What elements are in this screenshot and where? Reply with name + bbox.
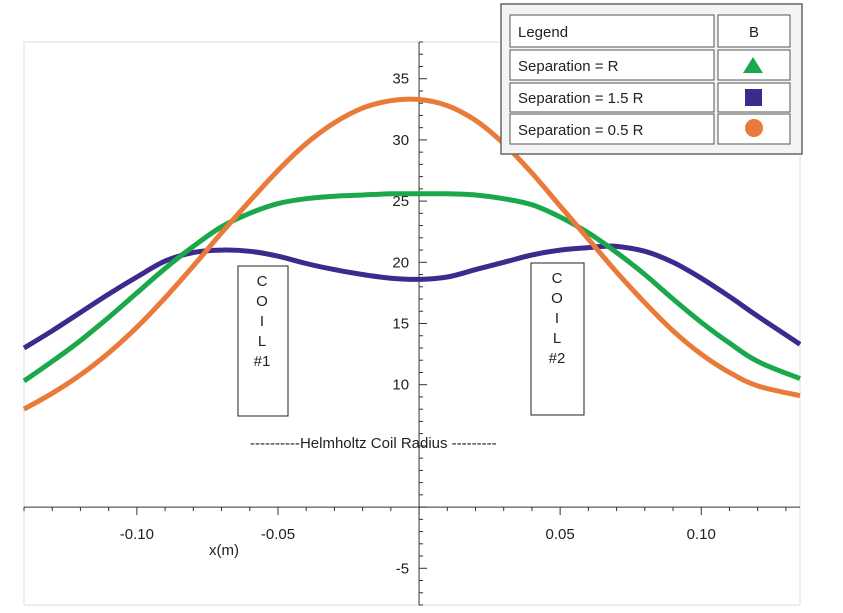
helmholtz-radius-annotation: ----------Helmholtz Coil Radius --------… xyxy=(250,435,497,452)
y-tick-label: 20 xyxy=(392,254,409,271)
y-ticks xyxy=(419,41,428,606)
x-ticks xyxy=(23,507,787,516)
coil-1-line-3: I xyxy=(260,313,264,330)
x-tick-label: 0.10 xyxy=(687,526,716,543)
coil-1-line-5: #1 xyxy=(254,353,271,370)
legend-square-marker xyxy=(745,89,762,106)
y-tick-label: 15 xyxy=(392,316,409,333)
coil-2-annotation: C O I L #2 xyxy=(530,262,585,416)
legend-column-header: B xyxy=(749,24,759,41)
y-tick-label: 10 xyxy=(392,377,409,394)
legend-header: Legend xyxy=(518,24,568,41)
y-tick-label: 30 xyxy=(392,132,409,149)
coil-2-line-5: #2 xyxy=(549,350,566,367)
coil-2-line-4: L xyxy=(553,330,561,347)
coil-2-line-2: O xyxy=(551,290,563,307)
series-line-separation-0-5-r xyxy=(22,96,801,412)
legend-circle-marker xyxy=(745,119,763,137)
coil-2-line-1: C xyxy=(552,270,563,287)
legend-entry-2-label: Separation = 1.5 R xyxy=(518,90,644,107)
y-tick-label: 25 xyxy=(392,193,409,210)
coil-1-annotation: C O I L #1 xyxy=(237,265,289,417)
coil-1-line-2: O xyxy=(256,293,268,310)
legend-entry-3-label: Separation = 0.5 R xyxy=(518,122,644,139)
x-tick-labels: -0.10 -0.05 0.05 0.10 xyxy=(120,526,716,543)
coil-1-line-4: L xyxy=(258,333,266,350)
series-line-separation-r xyxy=(22,191,801,384)
legend: Legend B Separation = R Separation = 1.5… xyxy=(500,3,803,155)
legend-entry-1-label: Separation = R xyxy=(518,58,619,75)
series-line-separation-1-5-r xyxy=(22,243,802,351)
legend-triangle-marker xyxy=(743,57,763,73)
series-layer xyxy=(22,96,802,412)
y-tick-label: -5 xyxy=(396,560,409,577)
y-tick-labels: 35 30 25 20 15 10 -5 xyxy=(392,71,409,578)
x-axis-label: x(m) xyxy=(209,542,239,559)
y-tick-label: 35 xyxy=(392,71,409,88)
plot-frame xyxy=(23,41,801,606)
coil-1-line-1: C xyxy=(257,273,268,290)
x-tick-label: 0.05 xyxy=(546,526,575,543)
coil-2-line-3: I xyxy=(555,310,559,327)
x-tick-label: -0.05 xyxy=(261,526,295,543)
x-tick-label: -0.10 xyxy=(120,526,154,543)
